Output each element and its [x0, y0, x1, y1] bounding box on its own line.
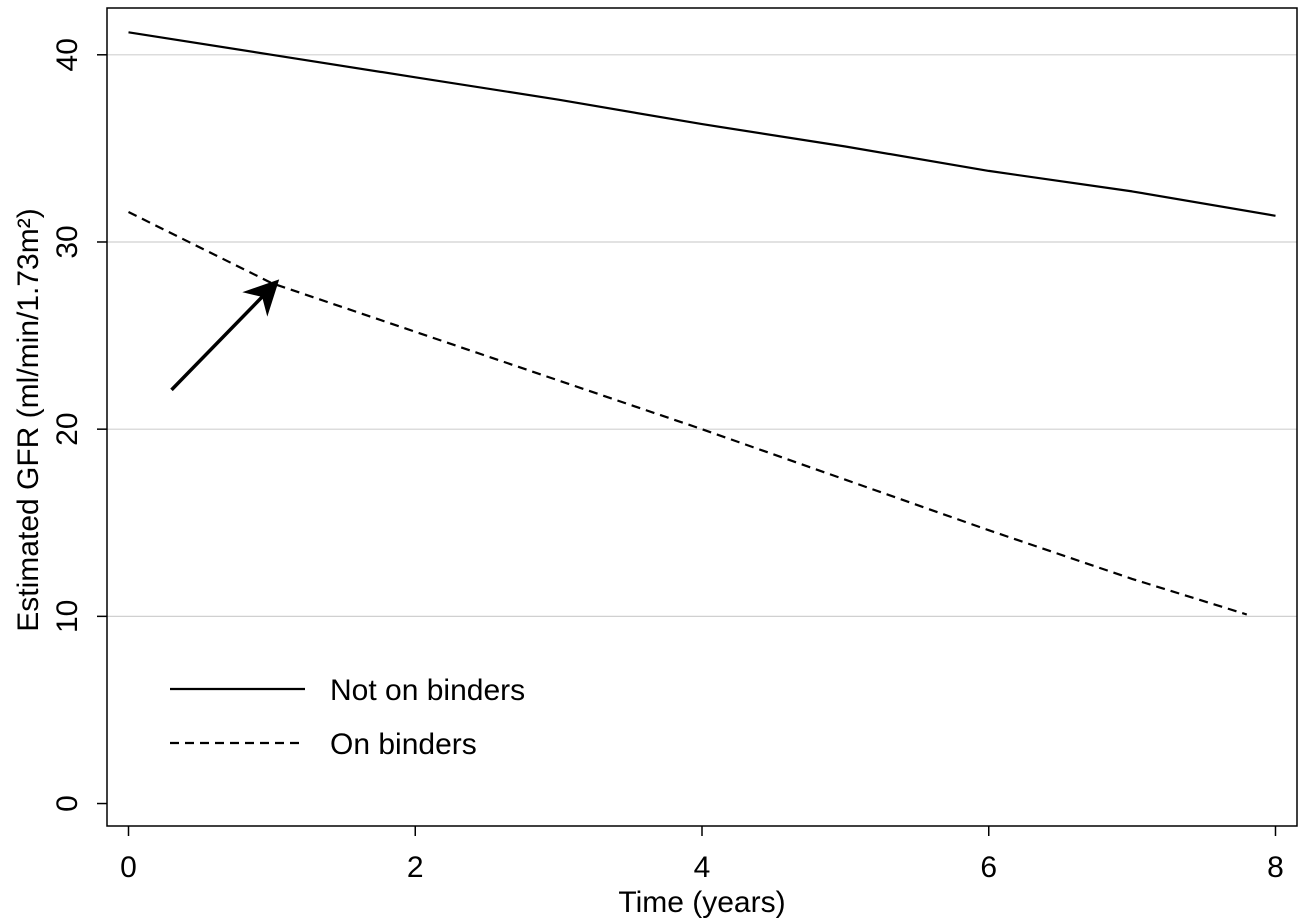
- y-tick-label-30: 30: [51, 225, 84, 258]
- legend-label-on-binders: On binders: [330, 728, 477, 761]
- x-tick-label-6: 6: [980, 851, 997, 884]
- legend: Not on binders On binders: [170, 674, 525, 761]
- x-tick-label-2: 2: [407, 851, 424, 884]
- y-axis-title: Estimated GFR (ml/min/1.73m²): [12, 208, 45, 631]
- y-tick-label-10: 10: [51, 600, 84, 633]
- series-line-on-binders: [128, 211, 1248, 616]
- ticks: 0 10 20 30 40 0 2 4 6 8: [51, 38, 1284, 884]
- legend-label-not-on-binders: Not on binders: [330, 674, 525, 707]
- x-axis-title: Time (years): [618, 886, 785, 919]
- annotations: [170, 279, 280, 392]
- axes: [106, 7, 1298, 827]
- x-tick-label-0: 0: [120, 851, 137, 884]
- series-line-not-on-binders: [128, 31, 1276, 217]
- x-tick-label-4: 4: [694, 851, 711, 884]
- x-tick-label-8: 8: [1267, 851, 1284, 884]
- series-lines: [128, 31, 1276, 616]
- y-tick-label-40: 40: [51, 38, 84, 71]
- y-tick-label-0: 0: [51, 795, 84, 812]
- gridlines: [107, 54, 1297, 617]
- plot-frame: [106, 7, 1298, 827]
- annotation-arrow: [170, 279, 280, 392]
- y-tick-label-20: 20: [51, 412, 84, 445]
